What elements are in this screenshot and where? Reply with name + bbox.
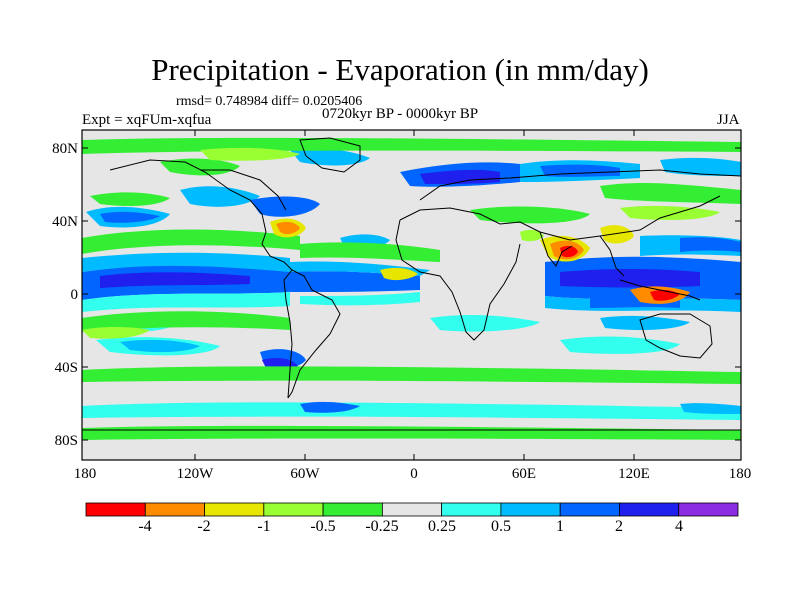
colorbar-swatch: [144, 502, 205, 517]
colorbar-swatch: [619, 502, 680, 517]
x-tick-label: 60E: [511, 466, 537, 482]
x-tick-label: 0: [410, 466, 418, 482]
x-tick-label: 120W: [176, 466, 214, 482]
colorbar-swatch: [263, 502, 324, 517]
colorbar-label: 2: [615, 518, 623, 535]
experiment-label: Expt = xqFUm-xqfua: [82, 112, 212, 128]
map-title: Precipitation - Evaporation (in mm/day): [151, 52, 649, 87]
colorbar: [85, 502, 739, 517]
colorbar-swatch: [500, 502, 561, 517]
colorbar-label: 4: [675, 518, 683, 535]
colorbar-label: -4: [138, 518, 152, 535]
colorbar-swatch: [441, 502, 502, 517]
colorbar-label: -1: [257, 518, 271, 535]
colorbar-label: -2: [197, 518, 211, 535]
colorbar-label: -0.25: [365, 518, 399, 535]
colorbar-label: -0.5: [310, 518, 336, 535]
stats-label: rmsd= 0.748984 diff= 0.0205406: [176, 94, 363, 109]
period-label: 0720kyr BP - 0000kyr BP: [322, 106, 479, 122]
map-frame: [81, 129, 742, 461]
x-tick-label: 60W: [290, 466, 320, 482]
colorbar-swatch: [678, 502, 739, 517]
season-label: JJA: [717, 112, 740, 128]
x-tick-label: 180: [728, 466, 752, 482]
colorbar-label: 1: [556, 518, 564, 535]
axis-ticks: [82, 130, 741, 460]
y-tick-label: 40S: [54, 360, 78, 376]
x-tick-label: 120E: [618, 466, 650, 482]
colorbar-label: 0.5: [491, 518, 511, 535]
x-tick-label: 180: [73, 466, 97, 482]
y-tick-label: 40N: [52, 214, 78, 230]
map-plot-area: [82, 130, 741, 460]
y-tick-label: 80N: [52, 141, 78, 157]
colorbar-label: 0.25: [428, 518, 456, 535]
negative-field: [82, 137, 741, 440]
colorbar-swatch: [559, 502, 620, 517]
colorbar-swatch: [322, 502, 383, 517]
colorbar-swatch: [381, 502, 443, 517]
y-tick-label: 0: [70, 287, 79, 303]
colorbar-swatch: [204, 502, 265, 517]
colorbar-swatch: [85, 502, 146, 517]
y-tick-label: 80S: [54, 433, 78, 449]
